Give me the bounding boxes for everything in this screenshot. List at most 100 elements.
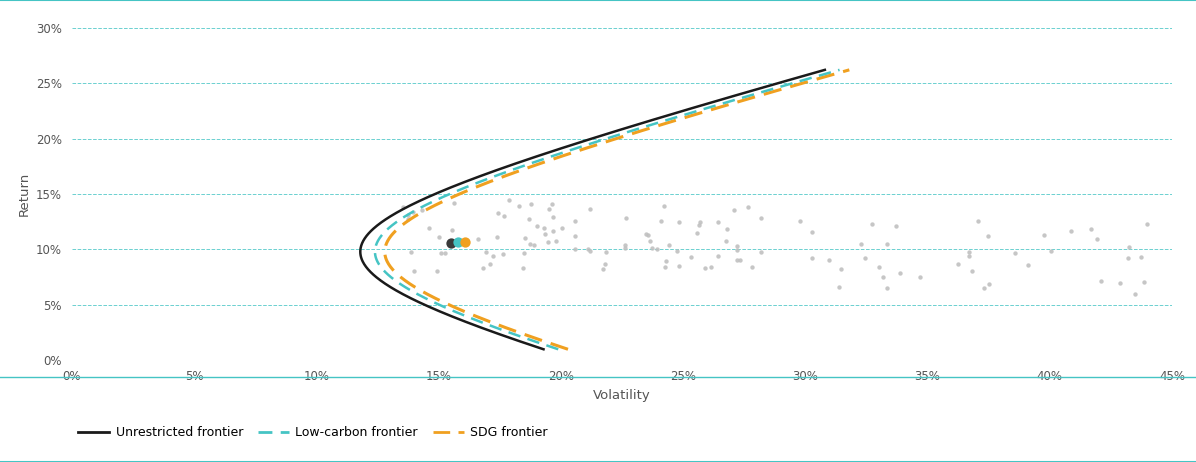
Point — [959, 252, 978, 259]
Point — [483, 252, 502, 260]
Point — [687, 229, 706, 236]
Point — [831, 266, 850, 273]
Point — [616, 214, 635, 222]
Point — [593, 266, 612, 273]
Point — [519, 215, 538, 223]
Point — [1131, 254, 1151, 261]
Point — [596, 260, 615, 267]
Point — [404, 267, 423, 274]
Point — [654, 203, 673, 210]
Point — [803, 228, 822, 236]
Point — [468, 235, 487, 243]
Point — [435, 249, 454, 256]
Point — [520, 240, 539, 248]
Point — [891, 269, 910, 276]
Point — [445, 200, 464, 207]
Point — [515, 235, 535, 242]
Point — [878, 285, 897, 292]
Point — [639, 231, 658, 238]
Point — [495, 213, 514, 220]
Point — [751, 214, 770, 221]
Point — [535, 230, 554, 237]
Point — [580, 248, 599, 255]
Point — [420, 225, 439, 232]
Point — [1087, 236, 1106, 243]
Point — [615, 242, 634, 249]
Point — [481, 261, 500, 268]
Point — [487, 233, 506, 241]
Point — [670, 263, 689, 270]
Point — [545, 237, 565, 245]
Point — [728, 243, 748, 250]
Point — [539, 206, 559, 213]
Point — [429, 234, 448, 241]
Point — [640, 237, 659, 245]
Point — [751, 248, 770, 255]
Point — [948, 260, 968, 267]
Point — [527, 222, 547, 229]
Point — [708, 253, 727, 260]
Point — [852, 240, 871, 248]
Point — [474, 264, 493, 271]
Point — [393, 204, 413, 211]
Point — [819, 256, 838, 264]
Point — [980, 280, 999, 287]
Point — [521, 201, 541, 208]
Point — [513, 264, 532, 272]
Point — [1061, 227, 1080, 235]
Point — [398, 215, 417, 222]
Point — [975, 284, 994, 292]
X-axis label: Volatility: Volatility — [593, 389, 651, 401]
Point — [1110, 279, 1129, 286]
Point — [657, 257, 676, 265]
Point — [456, 238, 475, 245]
Point — [543, 227, 562, 235]
Point — [655, 264, 675, 271]
Point — [401, 248, 420, 255]
Point — [690, 221, 709, 228]
Point — [803, 255, 822, 262]
Point — [1118, 254, 1137, 261]
Point — [869, 263, 889, 270]
Point — [690, 219, 709, 226]
Point — [911, 274, 930, 281]
Point — [566, 245, 585, 253]
Point — [1019, 261, 1038, 269]
Point — [855, 255, 874, 262]
Point — [579, 245, 598, 252]
Point — [718, 225, 737, 233]
Point — [978, 233, 997, 240]
Point — [1091, 277, 1110, 285]
Point — [553, 224, 572, 231]
Point — [403, 208, 422, 216]
Point — [1125, 290, 1145, 298]
Point — [1119, 243, 1139, 251]
Point — [427, 267, 446, 274]
Point — [791, 218, 810, 225]
Point — [1042, 248, 1061, 255]
Point — [543, 200, 562, 207]
Point — [524, 242, 543, 249]
Point — [716, 237, 736, 244]
Point — [696, 264, 715, 271]
Point — [642, 244, 661, 251]
Point — [448, 238, 468, 245]
Point — [597, 249, 616, 256]
Point — [514, 249, 533, 257]
Point — [873, 273, 892, 280]
Point — [862, 220, 881, 228]
Point — [489, 209, 508, 217]
Point — [667, 247, 687, 255]
Point — [669, 219, 688, 226]
Point — [636, 231, 655, 238]
Point — [727, 256, 746, 264]
Point — [1135, 279, 1154, 286]
Point — [494, 250, 513, 257]
Point — [1082, 225, 1102, 232]
Point — [1035, 231, 1054, 239]
Point — [476, 248, 495, 255]
Point — [682, 253, 701, 261]
Point — [398, 211, 417, 219]
Point — [969, 218, 988, 225]
Point — [566, 218, 585, 225]
